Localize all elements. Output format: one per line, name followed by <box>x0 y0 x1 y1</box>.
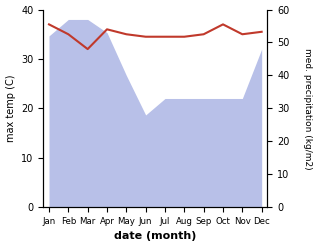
X-axis label: date (month): date (month) <box>114 231 197 242</box>
Y-axis label: max temp (C): max temp (C) <box>5 75 16 142</box>
Y-axis label: med. precipitation (kg/m2): med. precipitation (kg/m2) <box>303 48 313 169</box>
